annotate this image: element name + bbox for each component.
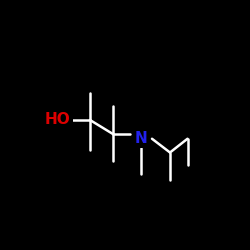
Text: HO: HO [45, 112, 71, 128]
Text: HO: HO [45, 112, 71, 128]
Text: N: N [135, 131, 147, 146]
Text: N: N [135, 131, 147, 146]
